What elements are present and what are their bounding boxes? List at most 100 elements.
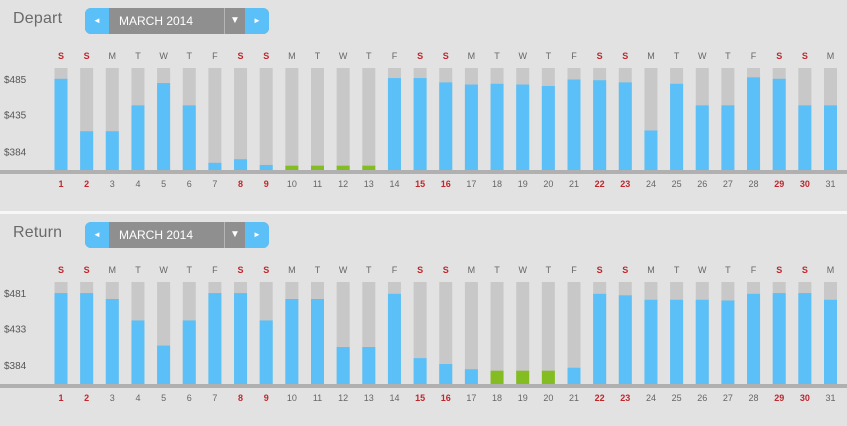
return-prev-month-button[interactable]: ◄ — [85, 222, 109, 248]
price-bar[interactable] — [413, 78, 427, 170]
price-bar[interactable] — [670, 299, 684, 384]
day-number-label[interactable]: 4 — [135, 179, 140, 189]
price-bar[interactable] — [567, 79, 581, 170]
day-number-label[interactable]: 23 — [620, 179, 630, 189]
day-number-label[interactable]: 3 — [110, 179, 115, 189]
day-number-label[interactable]: 27 — [723, 179, 733, 189]
price-bar[interactable] — [182, 105, 196, 170]
price-bar[interactable] — [54, 293, 68, 384]
price-bar[interactable] — [593, 80, 607, 170]
price-bar[interactable] — [516, 84, 530, 170]
day-number-label[interactable]: 8 — [238, 393, 243, 403]
day-number-label[interactable]: 25 — [672, 393, 682, 403]
return-next-month-button[interactable]: ► — [245, 222, 269, 248]
price-bar[interactable] — [336, 347, 350, 384]
price-bar[interactable] — [54, 78, 68, 170]
price-bar[interactable] — [234, 293, 248, 384]
price-bar[interactable] — [541, 85, 555, 170]
price-bar[interactable] — [798, 105, 812, 170]
depart-prev-month-button[interactable]: ◄ — [85, 8, 109, 34]
price-bar[interactable] — [311, 299, 324, 384]
day-number-label[interactable]: 30 — [800, 179, 810, 189]
price-bar[interactable] — [439, 82, 453, 170]
day-number-label[interactable]: 19 — [518, 393, 528, 403]
day-number-label[interactable]: 28 — [749, 179, 759, 189]
day-number-label[interactable]: 24 — [646, 393, 656, 403]
day-number-label[interactable]: 20 — [543, 393, 553, 403]
price-bar[interactable] — [131, 320, 145, 384]
price-bar[interactable] — [695, 105, 709, 170]
price-bar[interactable] — [259, 164, 273, 170]
day-number-label[interactable]: 4 — [135, 393, 140, 403]
day-number-label[interactable]: 11 — [313, 393, 322, 403]
price-bar[interactable] — [285, 299, 299, 384]
day-number-label[interactable]: 7 — [212, 393, 217, 403]
price-bar[interactable] — [772, 78, 786, 170]
day-number-label[interactable]: 15 — [415, 393, 425, 403]
day-number-label[interactable]: 26 — [697, 179, 707, 189]
day-number-label[interactable]: 8 — [238, 179, 243, 189]
day-number-label[interactable]: 20 — [543, 179, 553, 189]
day-number-label[interactable]: 16 — [441, 393, 451, 403]
day-number-label[interactable]: 14 — [389, 393, 399, 403]
price-bar[interactable] — [208, 293, 222, 384]
day-number-label[interactable]: 14 — [389, 179, 399, 189]
price-bar[interactable] — [567, 367, 581, 384]
price-bar[interactable] — [721, 105, 735, 170]
price-bar[interactable] — [593, 293, 607, 384]
day-number-label[interactable]: 9 — [264, 393, 269, 403]
price-bar[interactable] — [824, 299, 837, 384]
day-number-label[interactable]: 10 — [287, 393, 297, 403]
day-number-label[interactable]: 7 — [212, 179, 217, 189]
day-number-label[interactable]: 11 — [313, 179, 322, 189]
day-number-label[interactable]: 13 — [364, 179, 374, 189]
price-bar[interactable] — [105, 299, 119, 384]
price-bar[interactable] — [490, 370, 504, 384]
price-bar[interactable] — [516, 370, 530, 384]
day-number-label[interactable]: 17 — [466, 393, 476, 403]
price-bar[interactable] — [80, 131, 94, 170]
price-bar[interactable] — [541, 370, 555, 384]
day-number-label[interactable]: 29 — [774, 393, 784, 403]
price-bar[interactable] — [464, 369, 478, 384]
price-bar[interactable] — [721, 300, 735, 384]
day-number-label[interactable]: 28 — [749, 393, 759, 403]
price-bar[interactable] — [387, 293, 401, 384]
price-bar[interactable] — [285, 165, 299, 170]
day-number-label[interactable]: 1 — [58, 179, 63, 189]
price-bar[interactable] — [362, 165, 376, 170]
price-bar[interactable] — [413, 358, 427, 384]
day-number-label[interactable]: 16 — [441, 179, 451, 189]
return-month-select[interactable]: MARCH 2014 ▼ — [109, 222, 245, 248]
day-number-label[interactable]: 22 — [595, 179, 605, 189]
day-number-label[interactable]: 17 — [466, 179, 476, 189]
day-number-label[interactable]: 5 — [161, 393, 166, 403]
day-number-label[interactable]: 23 — [620, 393, 630, 403]
price-bar[interactable] — [772, 293, 786, 384]
day-number-label[interactable]: 21 — [569, 179, 579, 189]
price-bar[interactable] — [644, 130, 658, 170]
price-bar[interactable] — [824, 105, 837, 170]
day-number-label[interactable]: 15 — [415, 179, 425, 189]
day-number-label[interactable]: 26 — [697, 393, 707, 403]
day-number-label[interactable]: 29 — [774, 179, 784, 189]
price-bar[interactable] — [208, 162, 222, 170]
day-number-label[interactable]: 2 — [84, 179, 89, 189]
price-bar[interactable] — [311, 165, 324, 170]
price-bar[interactable] — [695, 299, 709, 384]
day-number-label[interactable]: 27 — [723, 393, 733, 403]
day-number-label[interactable]: 30 — [800, 393, 810, 403]
day-number-label[interactable]: 5 — [161, 179, 166, 189]
day-number-label[interactable]: 12 — [338, 179, 348, 189]
day-number-label[interactable]: 25 — [672, 179, 682, 189]
price-bar[interactable] — [618, 295, 632, 384]
price-bar[interactable] — [234, 159, 248, 170]
price-bar[interactable] — [182, 320, 196, 384]
price-bar[interactable] — [747, 293, 761, 384]
day-number-label[interactable]: 3 — [110, 393, 115, 403]
price-bar[interactable] — [464, 84, 478, 170]
day-number-label[interactable]: 24 — [646, 179, 656, 189]
price-bar[interactable] — [644, 299, 658, 384]
price-bar[interactable] — [362, 347, 376, 384]
price-bar[interactable] — [798, 293, 812, 384]
